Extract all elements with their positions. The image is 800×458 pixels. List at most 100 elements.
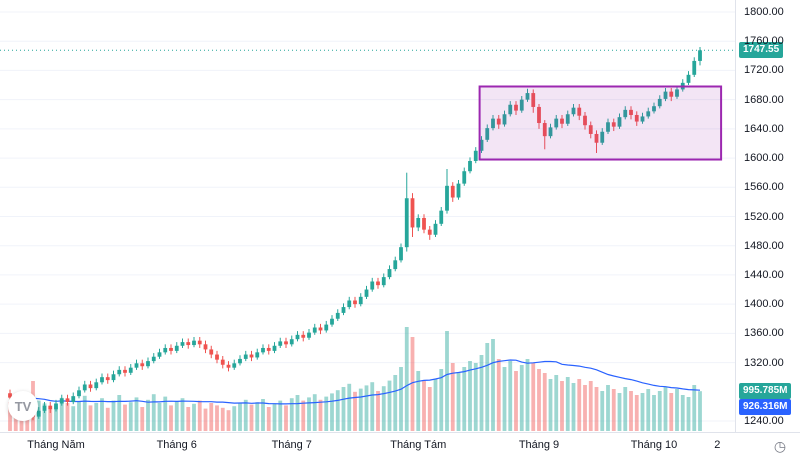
candle-body (295, 334, 300, 340)
candlestick-chart[interactable] (0, 0, 735, 432)
candle-body (307, 332, 311, 338)
candle-body (565, 114, 570, 124)
time-tick-label: Tháng 9 (518, 439, 560, 451)
volume-bar (652, 395, 656, 431)
volume-bar (209, 403, 214, 431)
volume-bar (111, 400, 116, 431)
candle-body (364, 289, 369, 297)
volume-bar (347, 383, 352, 431)
candle-body (123, 369, 127, 373)
candle-body (491, 118, 495, 129)
candle-body (376, 281, 380, 286)
volume-bar (358, 388, 363, 431)
price-tick-label: 1480.00 (744, 239, 784, 252)
volume-bar (594, 387, 599, 431)
volume-bar (491, 339, 495, 431)
volume-bar (376, 391, 380, 431)
price-tick-label: 1520.00 (744, 210, 784, 223)
candle-body (657, 98, 662, 107)
volume-bar (565, 377, 570, 431)
candle-body (105, 377, 110, 381)
candle-body (243, 354, 248, 359)
volume-bar (146, 399, 150, 431)
volume-bar (445, 331, 449, 431)
candle-body (571, 107, 576, 115)
volume-bar (8, 402, 12, 431)
tradingview-logo[interactable]: TV (8, 391, 38, 421)
price-tick-label: 1800.00 (744, 6, 784, 18)
candle-body (577, 107, 582, 116)
timezone-clock-icon[interactable]: ◷ (773, 438, 787, 454)
candle-body (479, 139, 484, 151)
volume-bar (77, 401, 81, 431)
volume-bar (140, 407, 145, 431)
price-pane[interactable]: TV (0, 0, 735, 432)
volume-bar (508, 361, 513, 431)
candle-body (266, 347, 271, 351)
candle-body (353, 300, 357, 305)
candle-body (341, 307, 346, 313)
volume-bar (502, 367, 507, 431)
volume-bar (479, 355, 484, 431)
volume-bar (266, 407, 271, 431)
candle-body (169, 347, 173, 351)
volume-bar (422, 381, 426, 431)
volume-bar (48, 409, 53, 431)
price-tick-label: 1640.00 (744, 122, 784, 135)
candle-body (238, 358, 242, 364)
volume-bar (583, 385, 587, 431)
volume-bar (542, 373, 547, 431)
candle-body (347, 300, 352, 308)
volume-bar (249, 404, 254, 431)
candle-body (128, 367, 133, 373)
price-tick-label: 1760.00 (744, 35, 784, 48)
volume-bar (284, 405, 288, 431)
last-price-badge: 1747.55 (739, 42, 784, 59)
candle-body (192, 340, 196, 346)
volume-bar (238, 403, 242, 431)
candle-body (560, 118, 564, 124)
candle-body (163, 347, 168, 353)
time-axis[interactable]: ◷ Tháng Năm Tháng 6 Tháng 7 Tháng Tám Tháng … (0, 432, 800, 458)
volume-bar (600, 391, 605, 431)
volume-bar (560, 381, 564, 431)
volume-bar (456, 373, 461, 431)
volume-bar (410, 337, 415, 431)
volume-bar (180, 398, 185, 431)
candle-body (324, 324, 329, 331)
candle-body (100, 377, 104, 383)
candle-body (594, 133, 599, 143)
candle-body (629, 109, 633, 115)
volume-bar (100, 398, 104, 431)
range-box-drawing[interactable] (478, 85, 723, 161)
volume-bar (174, 401, 179, 431)
volume-badge: 995.785M (739, 383, 792, 400)
candle-body (174, 345, 179, 351)
candle-body (77, 390, 81, 397)
candle-body (301, 334, 306, 338)
candle-body (548, 127, 553, 137)
volume-bar (192, 403, 196, 431)
volume-bar (335, 390, 340, 431)
volume-bar (531, 363, 536, 431)
volume-bar (657, 391, 662, 431)
volume-bar (163, 396, 168, 431)
candle-body (42, 405, 47, 411)
candle-body (289, 339, 294, 345)
candle-body (600, 131, 605, 143)
volume-bar (330, 393, 334, 431)
volume-bars (8, 327, 702, 431)
candle-body (473, 150, 478, 161)
candle-body (623, 109, 628, 118)
volume-bar (698, 391, 702, 431)
candle-body (588, 125, 593, 134)
price-axis[interactable]: 1747.55 995.785M 926.316M 1800.00 1760.00… (735, 0, 800, 432)
volume-bar (669, 393, 674, 431)
candle-body (675, 89, 679, 97)
volume-bar (496, 359, 501, 431)
candle-body (531, 93, 536, 107)
candle-body (502, 114, 507, 125)
volume-bar (341, 387, 346, 431)
candle-body (583, 115, 587, 126)
volume-bar (151, 394, 156, 431)
